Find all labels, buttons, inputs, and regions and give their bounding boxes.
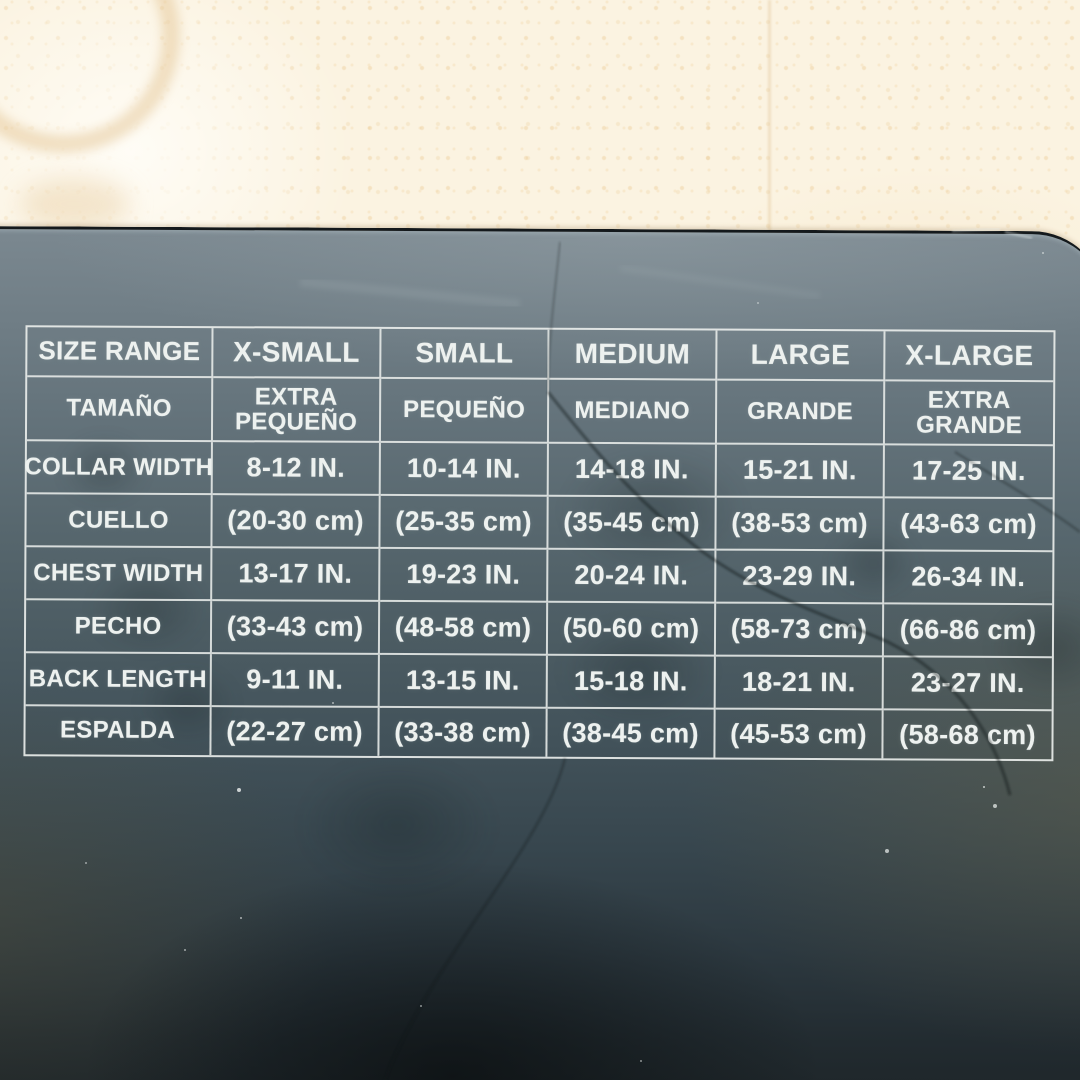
measurement-value-cell: (35-45 cm) <box>548 496 717 551</box>
fabric-seam <box>768 0 771 232</box>
size-header-cell-es: MEDIANO <box>548 379 718 445</box>
measurement-label-cell: CUELLO <box>26 494 213 549</box>
measurement-value-cell: 10-14 IN. <box>380 442 549 497</box>
measurement-value-cell: 13-15 IN. <box>379 654 548 709</box>
measurement-value-cell: (58-68 cm) <box>899 719 1036 750</box>
size-header-cell: X-LARGE <box>885 331 1054 383</box>
measurement-value-cell: 20-24 IN. <box>548 549 717 604</box>
measurement-value-cell: (45-53 cm) <box>715 709 884 759</box>
size-header-cell: LARGE <box>717 330 886 382</box>
size-header-cell-es: EXTRA GRANDE <box>884 381 1054 447</box>
measurement-value-cell: (48-58 cm) <box>379 601 549 656</box>
size-header-cell: SIZE RANGE <box>27 327 214 379</box>
size-header-cell: MEDIUM <box>549 329 718 381</box>
measurement-label-cell: COLLAR WIDTH <box>24 441 213 496</box>
measurement-value-cell: 23-27 IN. <box>883 657 1052 712</box>
measurement-value-cell: 19-23 IN. <box>380 548 549 603</box>
card-shading-blob <box>296 754 498 896</box>
measurement-value-cell: 14-18 IN. <box>548 443 717 498</box>
measurement-value-cell: (58-73 cm) <box>715 603 885 658</box>
measurement-value-cell: 15-21 IN. <box>716 444 885 499</box>
measurement-value-cell: 8-12 IN. <box>212 442 381 496</box>
size-header-cell-es: PEQUEÑO <box>380 378 550 444</box>
measurement-value-cell: 23-29 IN. <box>716 550 885 605</box>
measurement-value-cell: (25-35 cm) <box>380 495 549 550</box>
measurement-value-cell: 17-25 IN. <box>884 445 1053 500</box>
measurement-label-cell: PECHO <box>25 600 213 655</box>
measurement-value-cell: (66-86 cm) <box>883 604 1053 659</box>
measurement-value-cell: 18-21 IN. <box>715 656 884 711</box>
size-header-cell-es: GRANDE <box>716 380 886 446</box>
size-chart-table: SIZE RANGE X-SMALL SMALL MEDIUM LARGE X-… <box>23 325 1056 762</box>
measurement-label-cell: ESPALDA <box>25 706 212 756</box>
dust-specks <box>0 0 2 2</box>
size-header-cell-es: EXTRA PEQUEÑO <box>212 378 382 443</box>
fabric-fold-arc <box>0 0 180 153</box>
measurement-value-cell: (38-53 cm) <box>716 497 885 552</box>
measurement-label-cell: CHEST WIDTH <box>26 547 213 602</box>
measurement-value-cell: 13-17 IN. <box>212 548 381 602</box>
fabric-stain <box>20 178 130 230</box>
measurement-value-cell: (22-27 cm) <box>211 707 380 756</box>
packaging-card: SIZE RANGE X-SMALL SMALL MEDIUM LARGE X-… <box>0 226 1080 1080</box>
measurement-value-cell: (33-38 cm) <box>379 707 548 757</box>
measurement-value-cell: 15-18 IN. <box>547 655 716 710</box>
measurement-value-cell: (38-45 cm) <box>547 708 716 758</box>
measurement-value-cell: 9-11 IN. <box>211 654 380 708</box>
size-header-cell: X-SMALL <box>213 328 382 379</box>
measurement-value-cell: 26-34 IN. <box>884 551 1053 606</box>
measurement-label-cell: BACK LENGTH <box>25 653 212 708</box>
size-header-cell-es: TAMAÑO <box>26 377 214 443</box>
size-header-cell: SMALL <box>381 328 550 380</box>
measurement-value-cell: (20-30 cm) <box>212 495 381 549</box>
measurement-value-cell: (43-63 cm) <box>884 498 1053 553</box>
measurement-value-cell: (33-43 cm) <box>211 601 381 655</box>
measurement-value-cell: (50-60 cm) <box>547 602 717 657</box>
